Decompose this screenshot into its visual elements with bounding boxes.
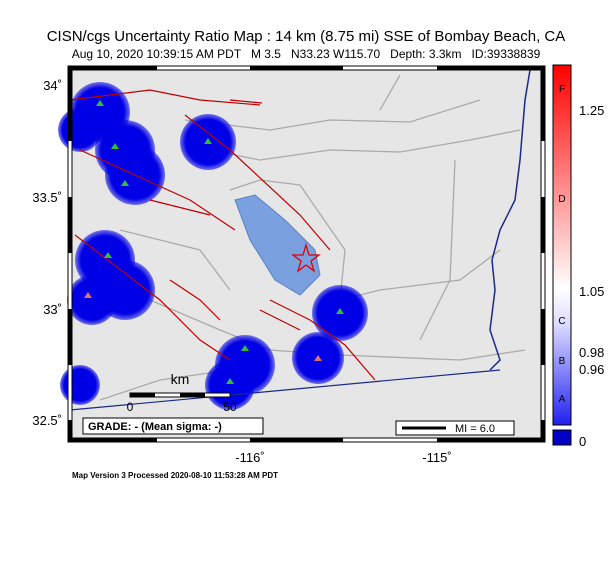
grade-box <box>82 417 264 435</box>
colorbar-min <box>552 429 572 446</box>
grade-letter: D <box>558 194 565 205</box>
colorbar-value: 0 <box>579 434 586 449</box>
colorbar-value: 0.96 <box>579 362 604 377</box>
faults <box>69 89 376 381</box>
river <box>489 69 531 371</box>
scale-unit: km <box>171 371 190 387</box>
scale-end: 50 <box>223 400 237 414</box>
lat-label: 33˚ <box>43 302 62 317</box>
frame-ticks <box>68 66 545 442</box>
footer: Map Version 3 Processed 2020-08-10 11:53… <box>72 471 278 480</box>
mi-legend: MI = 6.0 <box>455 423 495 435</box>
grade-letter: F <box>559 84 565 95</box>
scale-bar: km 0 50 <box>127 371 237 414</box>
scale-seg <box>180 393 205 397</box>
scale-start: 0 <box>127 400 134 414</box>
colorbar-value: 1.05 <box>579 284 604 299</box>
grade-letter: B <box>559 356 566 367</box>
lon-labels: -116˚ -115˚ <box>235 450 451 465</box>
grade: GRADE: - (Mean sigma: -) <box>88 421 222 433</box>
subtitle: Aug 10, 2020 10:39:15 AM PDT M 3.5 N33.2… <box>72 47 541 61</box>
stations <box>84 100 344 384</box>
colorbar-value: 0.98 <box>579 345 604 360</box>
lat-label: 34˚ <box>43 78 62 93</box>
lat-label: 32.5˚ <box>32 413 62 428</box>
grade-letter: A <box>559 394 566 405</box>
scale-seg <box>130 393 155 397</box>
border <box>69 369 501 411</box>
map-area: km 0 50 GRADE: - (Mean sigma: -) MI = 6.… <box>32 65 546 465</box>
epicenter <box>291 242 321 273</box>
colorbar-values: 1.25 1.05 0.98 0.96 0 <box>579 103 604 449</box>
colorbar: F D C B A 1.25 1.05 0.98 0.96 0 <box>552 64 604 449</box>
colorbar-gradient <box>552 64 572 426</box>
lat-label: 33.5˚ <box>32 190 62 205</box>
lon-label: -115˚ <box>422 450 451 465</box>
mi-box <box>395 420 515 436</box>
grade-letter: C <box>558 316 565 327</box>
grade-letters: F D C B A <box>558 84 565 405</box>
lat-labels: 34˚ 33.5˚ 33˚ 32.5˚ <box>32 78 62 428</box>
lon-label: -116˚ <box>235 450 264 465</box>
colorbar-value: 1.25 <box>579 103 604 118</box>
title: CISN/cgs Uncertainty Ratio Map : 14 km (… <box>47 28 566 45</box>
